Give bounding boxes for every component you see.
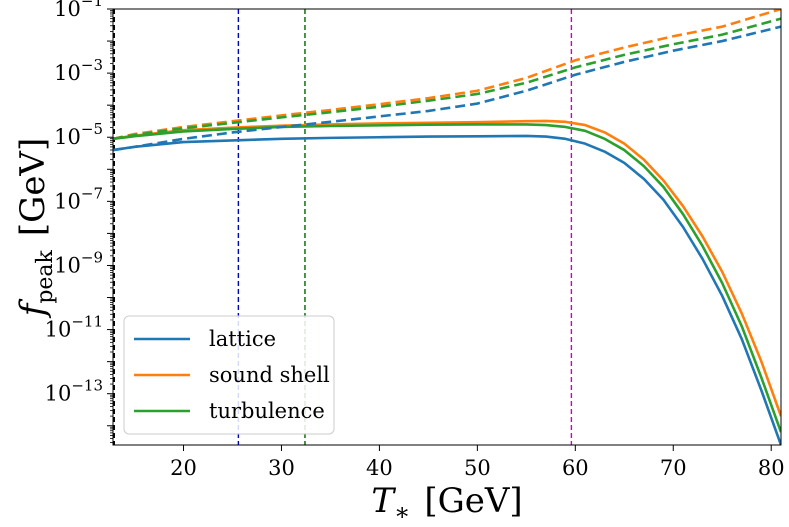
series-line-sound-shell-dashed xyxy=(113,9,781,141)
x-tick-label: 70 xyxy=(660,456,687,480)
legend-label: sound shell xyxy=(209,363,330,387)
x-tick-label: 20 xyxy=(170,456,197,480)
x-tick-label: 60 xyxy=(562,456,589,480)
x-tick-label: 50 xyxy=(464,456,491,480)
x-axis-symbol: T xyxy=(371,481,396,521)
y-tick-label: 10−3 xyxy=(54,56,103,85)
series-layer xyxy=(113,9,781,445)
legend-label: turbulence xyxy=(209,399,325,423)
plot-frame xyxy=(112,8,782,446)
x-tick-label: 30 xyxy=(268,456,295,480)
series-line-turbulence-dashed xyxy=(113,17,781,141)
y-tick-label: 10−1 xyxy=(54,0,103,21)
legend: lattice sound shell turbulence xyxy=(123,315,335,435)
x-tick-label: 40 xyxy=(366,456,393,480)
y-tick-label: 10−13 xyxy=(45,377,103,406)
x-axis-label: T∗ [GeV] xyxy=(371,481,522,526)
y-axis-unit: [GeV] xyxy=(13,138,53,236)
y-axis-label: fpeak[GeV] xyxy=(13,138,58,320)
y-tick-label: 10−9 xyxy=(54,248,103,277)
series-line-lattice-dashed xyxy=(113,25,781,152)
x-tick-label: 80 xyxy=(758,456,785,480)
legend-label: lattice xyxy=(209,327,276,351)
x-axis-unit: [GeV] xyxy=(424,481,522,521)
legend-box xyxy=(123,315,335,435)
y-tick-label: 10−11 xyxy=(45,313,103,342)
x-axis-subscript: ∗ xyxy=(394,498,410,526)
series-line-lattice xyxy=(113,134,781,445)
y-tick-label: 10−7 xyxy=(54,184,103,213)
y-axis-subscript: peak xyxy=(33,249,58,303)
y-tick-label: 10−5 xyxy=(54,120,103,149)
